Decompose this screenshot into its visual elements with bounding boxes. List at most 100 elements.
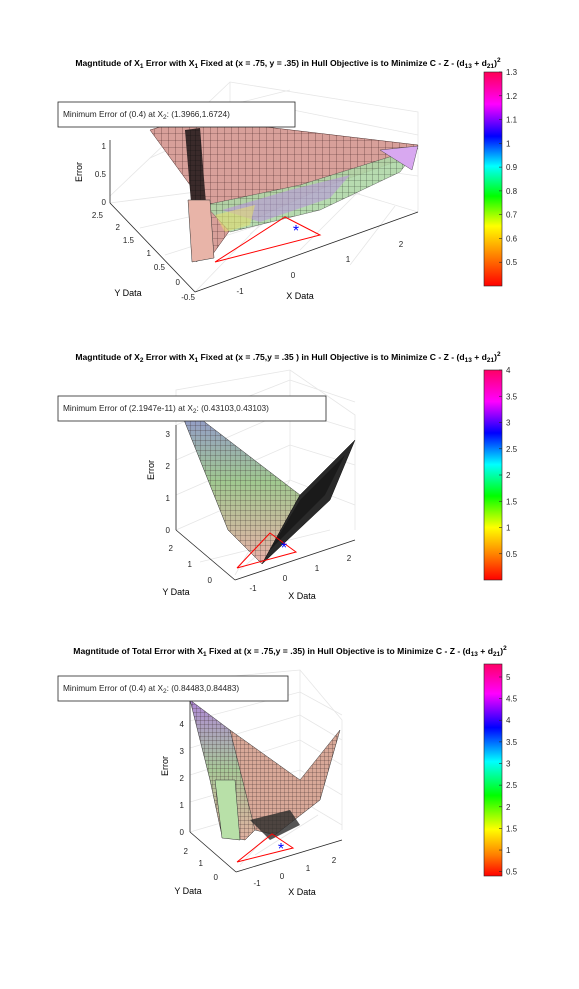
colorbar-tick-label: 0.5 xyxy=(506,868,518,877)
chart-2-colorbar-ticks: 0.5 1 1.5 2 2.5 3 3.5 4 xyxy=(499,366,518,559)
colorbar-tick-label: 1 xyxy=(506,139,511,148)
chart-1-z-tick: 0.5 xyxy=(95,170,107,179)
chart-3-x-label: X Data xyxy=(288,887,316,897)
colorbar-tick-label: 0.9 xyxy=(506,163,518,172)
chart-1-x-tick: -1 xyxy=(236,287,244,296)
chart-2-svg: Magntitude of X2 Error with X1 Fixed at … xyxy=(57,351,518,601)
chart-2-z-tick: 1 xyxy=(166,494,171,503)
chart-2-x-tick: -1 xyxy=(249,584,257,593)
chart-2-z-tick: 2 xyxy=(166,462,171,471)
chart-3-colorbar xyxy=(483,663,503,877)
chart-3-z-tick: 2 xyxy=(180,774,185,783)
chart-1-annotation: Minimum Error of (0.4) at X2: (1.3966,1.… xyxy=(63,109,230,121)
colorbar-tick-label: 0.5 xyxy=(506,550,518,559)
chart-2-x-tick: 2 xyxy=(347,554,352,563)
chart-1-y-label: Y Data xyxy=(114,288,141,298)
colorbar-tick-label: 0.7 xyxy=(506,211,518,220)
chart-3-z-tick: 0 xyxy=(180,828,185,837)
colorbar-tick-label: 2.5 xyxy=(506,445,518,454)
chart-3-x-tick: 0 xyxy=(280,872,285,881)
chart-1-svg: Magntitude of X1 Error with X1 Fixed at … xyxy=(57,57,518,302)
chart-1-y-tick: 0 xyxy=(176,278,181,287)
chart-3-y-ticks: 0 1 2 xyxy=(184,847,219,882)
colorbar-tick-label: 1.2 xyxy=(506,92,518,101)
chart-3-x-tick: 2 xyxy=(332,856,337,865)
chart-1-colorbar-ticks: 0.5 0.6 0.7 0.8 0.9 1 1.1 1.2 1.3 xyxy=(499,68,518,267)
colorbar-tick-label: 4.5 xyxy=(506,695,518,704)
chart-2-x-label: X Data xyxy=(288,591,316,601)
chart-2-annotation: Minimum Error of (2.1947e-11) at X2: (0.… xyxy=(63,403,269,415)
chart-2-y-tick: 0 xyxy=(208,576,213,585)
chart-3-annotation: Minimum Error of (0.4) at X2: (0.84483,0… xyxy=(63,683,239,695)
chart-1-z-tick: 0 xyxy=(102,198,107,207)
chart-3-z-label: Error xyxy=(160,756,170,776)
chart-1-axis-lines xyxy=(109,140,419,293)
chart-1-y-tick: 1.5 xyxy=(123,236,135,245)
colorbar-tick-label: 2 xyxy=(506,471,511,480)
chart-1-x-tick: 0 xyxy=(291,271,296,280)
colorbar-tick-label: 1.5 xyxy=(506,497,518,506)
chart-panel-1: Magntitude of X1 Error with X1 Fixed at … xyxy=(0,0,579,330)
chart-3-surface xyxy=(189,699,341,841)
chart-2-z-tick: 3 xyxy=(166,430,171,439)
chart-1-y-tick: 2 xyxy=(116,223,121,232)
colorbar-tick-label: 5 xyxy=(506,673,511,682)
colorbar-tick-label: 1 xyxy=(506,846,511,855)
chart-1-x-label: X Data xyxy=(286,291,314,301)
chart-1-x-tick: 2 xyxy=(399,240,404,249)
chart-3-z-tick: 1 xyxy=(180,801,185,810)
colorbar-tick-label: 1.5 xyxy=(506,824,518,833)
chart-2-y-ticks: 0 1 2 xyxy=(169,544,213,585)
chart-2-star-marker: * xyxy=(281,540,287,557)
chart-3-y-tick: 1 xyxy=(199,859,204,868)
chart-1-x-ticks: -1 0 1 2 xyxy=(236,240,403,296)
chart-1-z-label: Error xyxy=(74,162,84,182)
chart-2-y-tick: 1 xyxy=(188,560,193,569)
chart-3-x-ticks: -1 0 1 2 xyxy=(253,856,336,888)
chart-panel-3: Magntitude of Total Error with X1 Fixed … xyxy=(0,640,579,984)
colorbar-tick-label: 0.5 xyxy=(506,258,518,267)
chart-3-x-tick: 1 xyxy=(306,864,311,873)
chart-1-annotation-box xyxy=(57,101,296,128)
chart-2-x-tick: 1 xyxy=(315,564,320,573)
chart-3-annotation-box xyxy=(57,675,289,702)
chart-2-surface xyxy=(175,399,356,565)
chart-1-surface xyxy=(149,117,419,263)
chart-1-y-tick: 1 xyxy=(147,249,152,258)
chart-1-star-marker: * xyxy=(293,223,299,240)
colorbar-tick-label: 4 xyxy=(506,366,511,375)
colorbar-tick-label: 4 xyxy=(506,716,511,725)
chart-3-y-tick: 0 xyxy=(214,873,219,882)
colorbar-tick-label: 3.5 xyxy=(506,738,518,747)
chart-2-z-label: Error xyxy=(146,460,156,480)
colorbar-tick-label: 3.5 xyxy=(506,392,518,401)
chart-3-star-marker: * xyxy=(278,841,284,858)
chart-2-axis-lines xyxy=(175,425,356,581)
colorbar-tick-label: 2 xyxy=(506,803,511,812)
chart-1-y-ticks: -0.5 0 0.5 1 1.5 2 2.5 xyxy=(92,211,196,302)
chart-1-y-tick: 0.5 xyxy=(154,263,166,272)
colorbar-tick-label: 3 xyxy=(506,760,511,769)
chart-3-axis-lines xyxy=(189,695,343,873)
chart-2-x-tick: 0 xyxy=(283,574,288,583)
chart-2-x-ticks: -1 0 1 2 xyxy=(249,554,351,593)
chart-2-annotation-box xyxy=(57,395,327,422)
chart-3-colorbar-ticks: 0.5 1 1.5 2 2.5 3 3.5 4 4.5 5 xyxy=(499,673,518,877)
colorbar-tick-label: 0.6 xyxy=(506,234,518,243)
chart-3-y-label: Y Data xyxy=(174,886,201,896)
chart-2-title: Magntitude of X2 Error with X1 Fixed at … xyxy=(75,351,501,364)
colorbar-tick-label: 1.1 xyxy=(506,116,518,125)
chart-3-svg: Magntitude of Total Error with X1 Fixed … xyxy=(57,645,518,897)
chart-3-z-tick: 4 xyxy=(180,720,185,729)
colorbar-tick-label: 3 xyxy=(506,419,511,428)
chart-1-z-tick: 1 xyxy=(102,142,107,151)
chart-3-y-tick: 2 xyxy=(184,847,189,856)
chart-1-title: Magntitude of X1 Error with X1 Fixed at … xyxy=(75,57,501,70)
chart-3-z-ticks: 0 1 2 3 4 5 xyxy=(180,693,185,837)
chart-1-y-tick: 2.5 xyxy=(92,211,104,220)
chart-3-title: Magntitude of Total Error with X1 Fixed … xyxy=(73,645,507,658)
chart-3-z-tick: 3 xyxy=(180,747,185,756)
chart-3-boundary-projection xyxy=(236,833,295,863)
chart-2-y-tick: 2 xyxy=(169,544,174,553)
chart-1-y-tick: -0.5 xyxy=(181,293,195,302)
